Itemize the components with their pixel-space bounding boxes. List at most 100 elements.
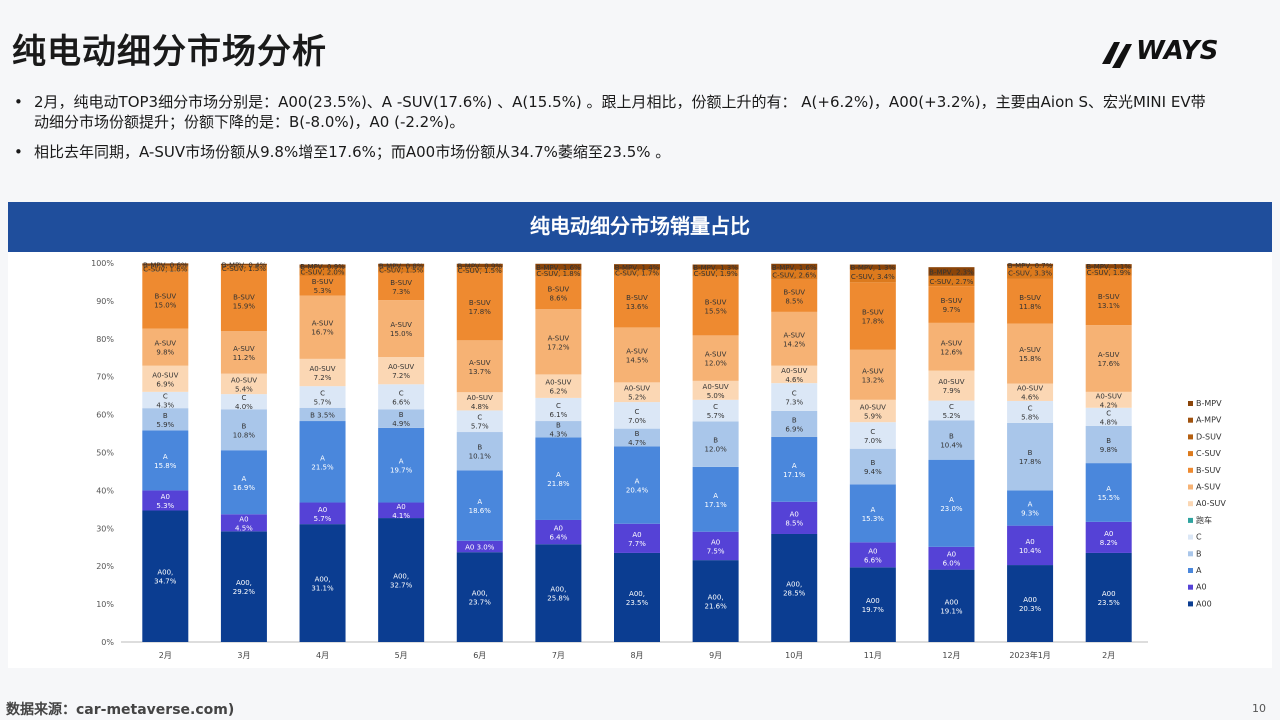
data-label: A0-SUV: [388, 363, 414, 371]
data-label: A0-SUV: [624, 385, 650, 393]
x-tick-label: 2月: [1102, 651, 1115, 660]
data-label: 8.2%: [1100, 539, 1118, 547]
data-label: 20.4%: [626, 487, 649, 495]
bar-segment-B-SUV: [1085, 275, 1132, 326]
bar-segment-B-MPV: [1007, 263, 1054, 267]
data-label: 5.3%: [314, 287, 332, 295]
bar-segment-C-SUV: [771, 269, 818, 280]
data-label: A0-SUV: [938, 378, 964, 386]
data-label: A0-SUV: [152, 371, 178, 379]
data-label: B-MPV, 0.9%: [300, 263, 345, 271]
data-label: 6.6%: [864, 556, 882, 564]
x-tick-label: 11月: [864, 651, 882, 660]
data-label: 25.8%: [547, 595, 570, 603]
data-label: 4.3%: [549, 431, 567, 439]
data-label: 5.0%: [707, 392, 725, 400]
data-label: 31.1%: [311, 585, 334, 593]
bar-segment-A0: [535, 519, 582, 545]
data-label: A-SUV: [390, 321, 412, 329]
data-label: B-SUV: [469, 299, 491, 307]
data-label: A00: [1023, 596, 1037, 604]
data-label: 11.2%: [233, 354, 256, 362]
bar-segment-A-SUV: [1085, 325, 1132, 392]
data-label: B: [713, 437, 718, 445]
bar-segment-C-SUV: [692, 269, 739, 277]
bar-segment-B-MPV: [614, 264, 660, 270]
x-tick-label: 7月: [552, 651, 565, 660]
data-label: A0: [1104, 530, 1113, 538]
data-label: 7.0%: [628, 417, 646, 425]
data-label: B: [949, 432, 954, 440]
bar-segment-A0-SUV: [535, 374, 582, 398]
data-label: A0: [397, 503, 406, 511]
y-tick-label: 100%: [91, 259, 114, 268]
page-number: 10: [1252, 702, 1266, 715]
data-label: 15.0%: [390, 330, 413, 338]
data-label: C-SUV, 1.8%: [536, 270, 580, 278]
data-label: C-SUV, 2.7%: [929, 278, 973, 286]
bar-segment-A-SUV: [299, 295, 346, 359]
data-label: 4.1%: [392, 512, 410, 520]
data-label: C-SUV, 1.5%: [379, 267, 423, 275]
bar-segment-A0-SUV: [378, 356, 425, 385]
bar-segment-A0: [299, 502, 346, 525]
data-label: A-SUV: [469, 359, 491, 367]
data-label: C-SUV, 1.6%: [143, 266, 187, 274]
data-label: 4.6%: [1021, 394, 1039, 402]
data-label: A-SUV: [233, 345, 255, 353]
data-label: A00: [866, 597, 880, 605]
bar-segment-C: [614, 402, 660, 429]
bullet-dot-icon: •: [14, 143, 23, 161]
data-label: B: [556, 422, 561, 430]
data-label: 4.8%: [471, 403, 489, 411]
bar-segment-A00: [299, 524, 346, 642]
data-label: 8.5%: [785, 297, 803, 305]
bar-segment-B: [299, 407, 346, 422]
data-label: A: [870, 506, 875, 514]
legend-swatch-C: [1188, 534, 1193, 540]
data-label: B: [1106, 437, 1111, 445]
data-label: A-SUV: [862, 367, 884, 375]
data-label: 10.1%: [469, 453, 492, 461]
data-label: 7.3%: [392, 288, 410, 296]
y-tick-label: 20%: [96, 562, 114, 571]
data-label: 17.8%: [469, 308, 492, 316]
data-label: B-MPV, 1.6%: [772, 264, 817, 272]
y-tick-label: 50%: [96, 449, 114, 458]
data-label: 5.9%: [156, 421, 174, 429]
data-label: A: [556, 471, 561, 479]
bar-segment-B-MPV: [142, 263, 189, 266]
legend-label: B-MPV: [1196, 399, 1222, 408]
y-tick-label: 70%: [96, 373, 114, 382]
data-label: A: [713, 492, 718, 500]
bar-segment-C-SUV: [535, 269, 582, 277]
data-label: A0-SUV: [231, 376, 257, 384]
bar-segment-B-MPV: [1085, 264, 1132, 269]
bar-segment-B-MPV: [378, 263, 425, 267]
bar-segment-C: [849, 422, 896, 449]
data-label: 10.8%: [233, 431, 256, 439]
bar-segment-C: [692, 399, 739, 422]
data-label: A00: [945, 598, 959, 606]
bar-segment-C: [928, 400, 975, 421]
bar-segment-B-SUV: [378, 272, 425, 301]
data-label: C: [949, 403, 954, 411]
data-label: 21.5%: [311, 463, 334, 471]
data-label: B-SUV: [154, 293, 176, 301]
data-label: 12.6%: [940, 348, 963, 356]
bar-segment-C-SUV: [378, 266, 425, 273]
bar-segment-A0: [378, 502, 425, 519]
data-label: A: [477, 498, 482, 506]
y-tick-label: 80%: [96, 335, 114, 344]
data-label: 17.6%: [1098, 360, 1121, 368]
bar-segment-C: [142, 391, 189, 409]
data-label: B: [242, 422, 247, 430]
bar-segment-B-SUV: [220, 270, 267, 332]
data-label: B: [477, 444, 482, 452]
data-label: 11.8%: [1019, 303, 1042, 311]
data-label: A-SUV: [312, 320, 334, 328]
data-label: 6.0%: [943, 560, 961, 568]
bar-segment-C-SUV: [299, 267, 346, 276]
bar-segment-A-SUV: [220, 331, 267, 374]
bar-segment-A: [614, 446, 660, 524]
